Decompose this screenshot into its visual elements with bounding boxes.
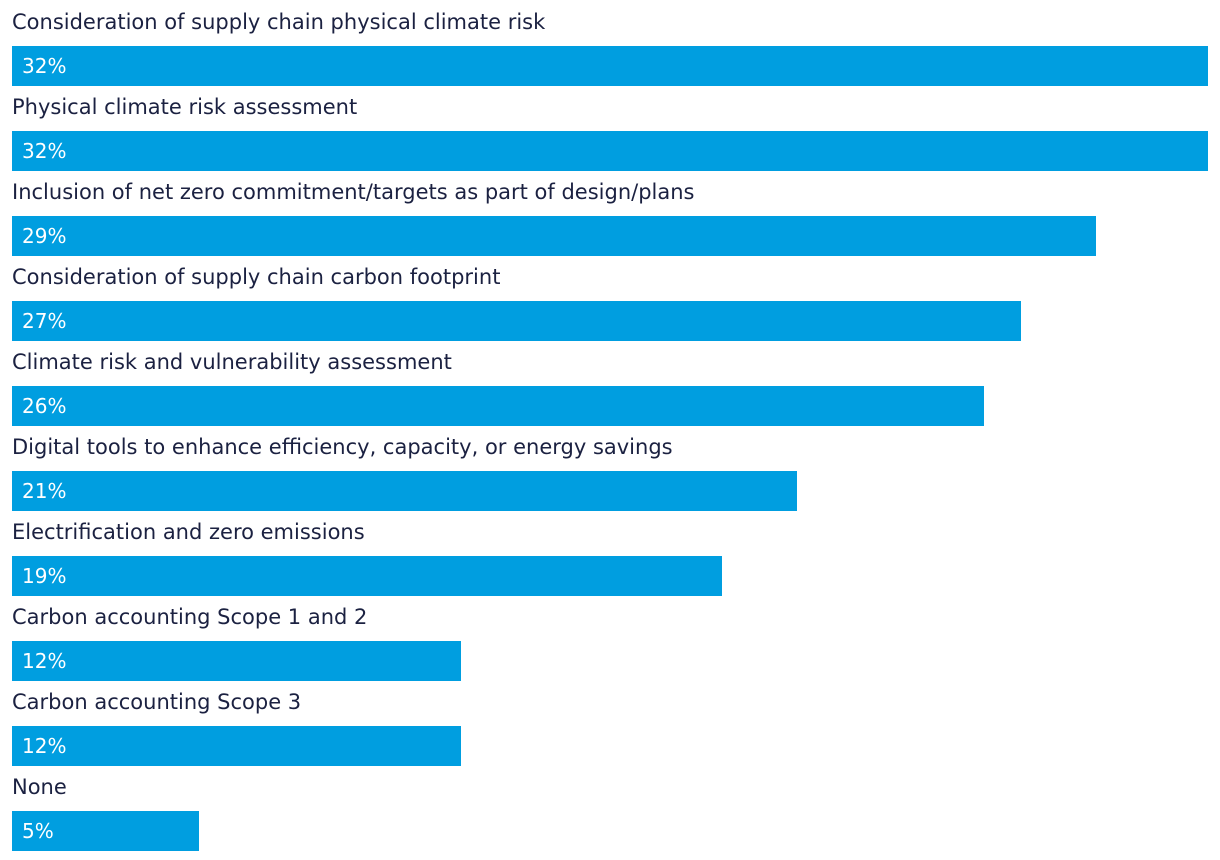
bar: 29% xyxy=(12,216,1096,256)
category-label: Consideration of supply chain physical c… xyxy=(12,10,546,34)
category-label: Climate risk and vulnerability assessmen… xyxy=(12,350,452,374)
bar-row: Inclusion of net zero commitment/targets… xyxy=(12,178,1208,256)
bar-row: Electrification and zero emissions 19% xyxy=(12,518,1208,596)
bar: 32% xyxy=(12,46,1208,86)
bar: 12% xyxy=(12,641,461,681)
data-label: 26% xyxy=(22,394,67,418)
data-label: 32% xyxy=(22,139,67,163)
category-label: Inclusion of net zero commitment/targets… xyxy=(12,180,695,204)
category-label: Consideration of supply chain carbon foo… xyxy=(12,265,501,289)
category-label: Digital tools to enhance efficiency, cap… xyxy=(12,435,673,459)
data-label: 19% xyxy=(22,564,67,588)
bar: 5% xyxy=(12,811,199,851)
bar: 27% xyxy=(12,301,1021,341)
bar: 19% xyxy=(12,556,722,596)
data-label: 29% xyxy=(22,224,67,248)
data-label: 32% xyxy=(22,54,67,78)
data-label: 5% xyxy=(22,819,54,843)
category-label: Electrification and zero emissions xyxy=(12,520,365,544)
category-label: Carbon accounting Scope 3 xyxy=(12,690,302,714)
data-label: 12% xyxy=(22,734,67,758)
bar-row: Climate risk and vulnerability assessmen… xyxy=(12,348,1208,426)
bar-row: Consideration of supply chain carbon foo… xyxy=(12,263,1208,341)
category-label: Carbon accounting Scope 1 and 2 xyxy=(12,605,368,629)
bar: 12% xyxy=(12,726,461,766)
bar-row: Physical climate risk assessment 32% xyxy=(12,93,1208,171)
bar-row: Digital tools to enhance efficiency, cap… xyxy=(12,433,1208,511)
bar-row: None 5% xyxy=(12,773,1208,851)
bar: 21% xyxy=(12,471,797,511)
data-label: 21% xyxy=(22,479,67,503)
data-label: 27% xyxy=(22,309,67,333)
category-label: Physical climate risk assessment xyxy=(12,95,358,119)
bar-row: Carbon accounting Scope 3 12% xyxy=(12,688,1208,766)
category-label: None xyxy=(12,775,67,799)
bar: 32% xyxy=(12,131,1208,171)
data-label: 12% xyxy=(22,649,67,673)
bar-row: Carbon accounting Scope 1 and 2 12% xyxy=(12,603,1208,681)
bar: 26% xyxy=(12,386,984,426)
bar-row: Consideration of supply chain physical c… xyxy=(12,8,1208,86)
